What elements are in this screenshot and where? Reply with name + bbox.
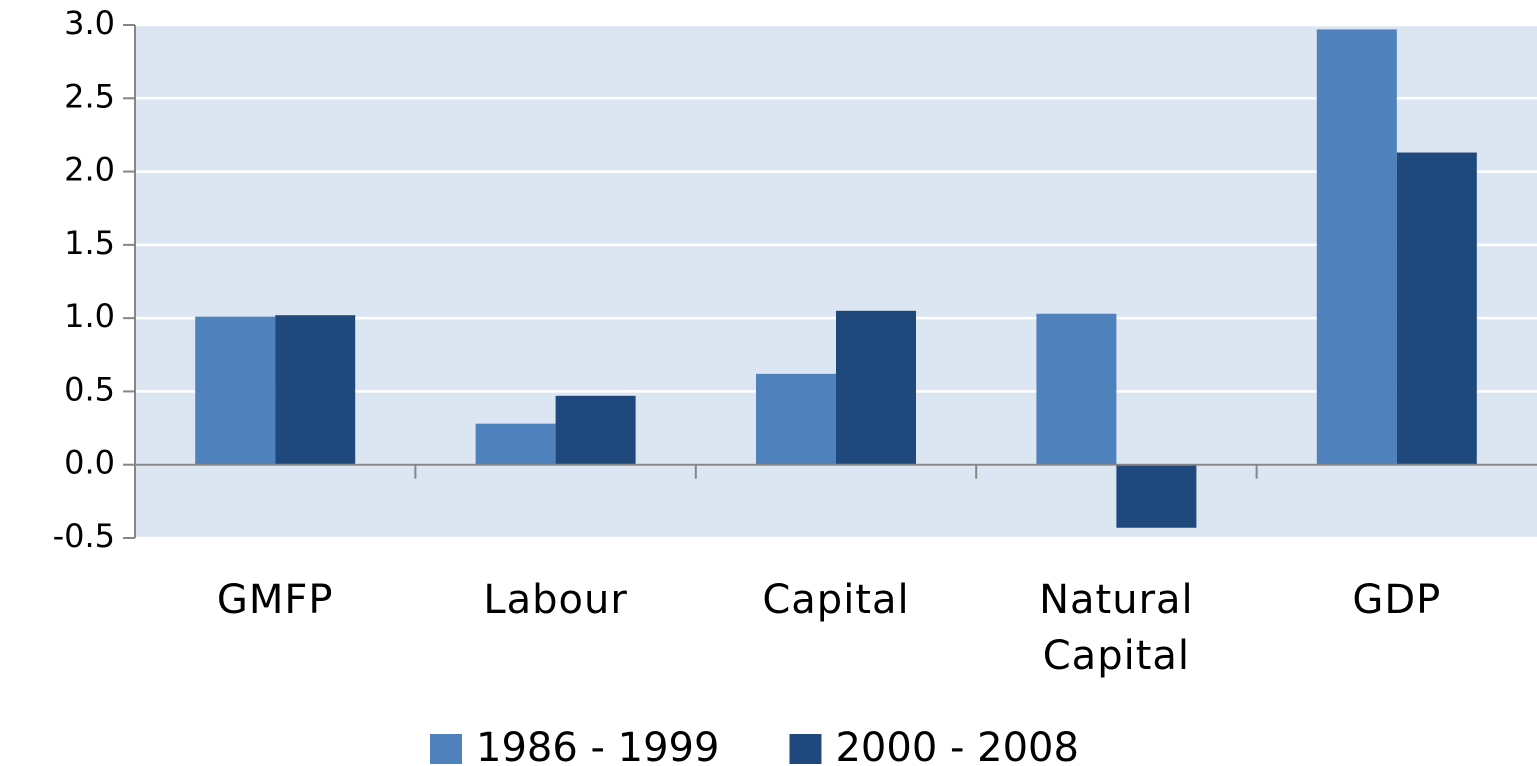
y-tick-label: 2.5	[64, 77, 115, 115]
bar	[555, 395, 636, 465]
bar	[475, 423, 556, 465]
bar	[836, 310, 916, 465]
y-tick-label: 1.0	[64, 297, 115, 335]
bar	[756, 373, 836, 465]
y-tick-label: 0.5	[64, 370, 115, 408]
legend-swatch	[430, 734, 462, 764]
bar	[275, 315, 356, 465]
y-tick-label: 2.0	[64, 151, 115, 189]
y-tick-label: 3.0	[64, 4, 115, 42]
legend-label: 1986 - 1999	[476, 725, 719, 766]
x-tick-label: GDP	[1352, 577, 1442, 623]
bar	[1036, 313, 1117, 465]
x-tick-label: Capital	[762, 577, 910, 623]
bar	[195, 316, 276, 465]
y-tick-label: 0.0	[64, 444, 115, 482]
bar	[1316, 29, 1397, 465]
y-tick-label: -0.5	[53, 517, 115, 555]
legend-label: 2000 - 2008	[835, 725, 1078, 766]
x-tick-label: Labour	[483, 577, 628, 623]
legend-swatch	[789, 734, 822, 764]
x-tick-label: GMFP	[216, 577, 334, 623]
bar	[1116, 464, 1197, 528]
bar	[1396, 152, 1477, 465]
x-tick-label: Natural Capital	[1039, 577, 1194, 679]
y-tick-label: 1.5	[64, 224, 115, 262]
